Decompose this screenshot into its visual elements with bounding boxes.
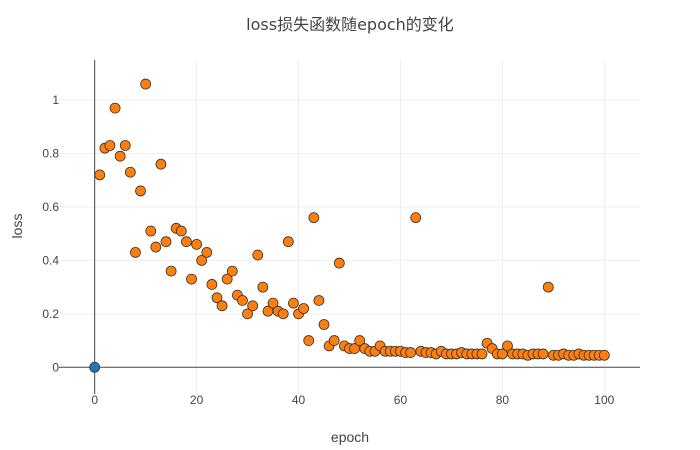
data-point (135, 185, 146, 197)
data-point (277, 308, 289, 320)
chart-title: loss损失函数随epoch的变化 (246, 15, 454, 34)
data-point (267, 297, 279, 309)
x-tick-label: 80 (496, 393, 510, 407)
data-point (175, 225, 187, 237)
data-point (221, 273, 233, 285)
data-point (181, 236, 192, 248)
data-point (114, 150, 126, 162)
data-point (502, 340, 513, 352)
data-point (186, 273, 197, 285)
data-point (542, 281, 554, 293)
data-point (313, 295, 325, 306)
data-point (282, 236, 294, 248)
data-point (119, 140, 131, 151)
data-point (476, 348, 488, 360)
y-tick-label: 1 (52, 93, 59, 107)
y-tick-label: 0.2 (42, 307, 59, 321)
y-tick-label: 0.8 (42, 147, 59, 161)
x-tick-label: 20 (190, 393, 204, 407)
data-point (598, 349, 610, 361)
y-tick-label: 0 (52, 360, 59, 374)
data-point (130, 246, 141, 258)
data-point (226, 265, 238, 277)
data-point (216, 300, 228, 312)
data-point (155, 158, 167, 170)
data-point (405, 347, 417, 358)
data-point (201, 246, 213, 258)
data-point (191, 238, 203, 250)
data-point (288, 297, 299, 309)
data-point (242, 308, 253, 320)
data-point (211, 292, 223, 304)
y-tick-label: 0.6 (42, 200, 59, 214)
data-point (308, 212, 320, 224)
y-tick-label: 0.4 (42, 253, 59, 267)
data-point (89, 361, 101, 373)
data-point (298, 303, 310, 314)
data-point (237, 295, 248, 306)
data-point (94, 169, 106, 181)
data-point (140, 78, 152, 90)
data-point (252, 249, 264, 261)
grid-layer (59, 60, 640, 394)
data-point (318, 319, 330, 330)
data-point (160, 236, 172, 248)
x-tick-label: 60 (394, 393, 408, 407)
data-point (206, 279, 218, 290)
y-axis-title: loss (9, 214, 25, 239)
x-tick-label: 0 (91, 393, 98, 407)
data-point (410, 212, 422, 224)
data-point (257, 281, 269, 293)
data-point (165, 265, 177, 277)
scatter-points (89, 78, 610, 373)
data-point (303, 335, 315, 346)
data-point (145, 225, 157, 237)
data-point (124, 166, 136, 178)
data-point (247, 300, 259, 312)
data-point (196, 254, 208, 266)
data-point (333, 257, 345, 269)
axis-layer (59, 60, 640, 394)
data-point (104, 140, 116, 151)
x-tick-label: 40 (292, 393, 306, 407)
tick-labels: 0 20 40 60 80 100 0 0.2 0.4 0.6 0.8 1 (42, 93, 614, 407)
data-point (109, 102, 121, 114)
data-point (150, 241, 162, 253)
data-point (328, 335, 340, 346)
data-point (354, 335, 366, 346)
data-point (537, 348, 549, 360)
x-axis-title: epoch (331, 429, 369, 445)
x-tick-label: 100 (594, 393, 614, 407)
